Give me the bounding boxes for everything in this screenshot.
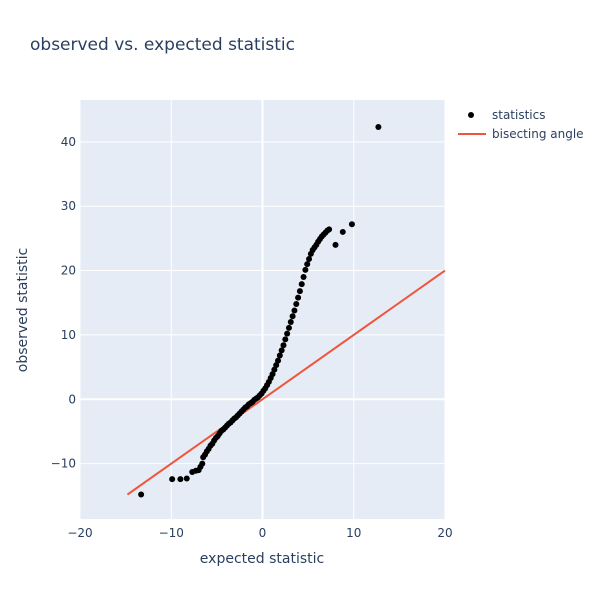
data-point <box>300 274 307 280</box>
data-point <box>304 261 311 268</box>
legend-marker-statistics <box>468 112 474 118</box>
points-layer <box>138 124 382 498</box>
data-point <box>285 324 292 331</box>
chart-title: observed vs. expected statistic <box>30 35 295 55</box>
data-point <box>326 226 333 233</box>
data-point <box>302 266 309 273</box>
x-tick-label: −10 <box>159 526 184 540</box>
data-point <box>177 476 184 483</box>
data-point <box>284 330 291 337</box>
data-point <box>293 301 300 308</box>
data-point <box>375 124 382 131</box>
y-tick-label: 20 <box>61 264 76 278</box>
y-tick-label: 0 <box>68 392 76 406</box>
data-point <box>183 475 190 482</box>
data-point <box>348 221 355 228</box>
bisecting-line-layer <box>126 269 446 496</box>
data-point <box>296 288 303 295</box>
data-point <box>282 336 289 343</box>
data-point <box>339 228 346 235</box>
y-tick-label: 40 <box>61 135 76 149</box>
y-axis-ticks: −10 0 10 20 30 40 <box>51 135 76 471</box>
data-point <box>287 319 294 326</box>
x-tick-label: 10 <box>346 526 361 540</box>
x-axis-title: expected statistic <box>200 551 324 567</box>
data-point <box>273 362 280 369</box>
data-point <box>306 255 313 262</box>
legend-item-statistics[interactable]: statistics <box>468 108 546 122</box>
x-tick-label: 0 <box>259 526 267 540</box>
bisecting-angle-line <box>126 269 446 496</box>
data-point <box>271 366 278 373</box>
x-tick-label: 20 <box>437 526 452 540</box>
y-tick-label: 10 <box>61 328 76 342</box>
y-tick-label: 30 <box>61 199 76 213</box>
legend-label-bisecting-angle: bisecting angle <box>492 127 584 141</box>
x-axis-ticks: −20 −10 0 10 20 <box>67 526 452 540</box>
y-axis-title: observed statistic <box>15 248 31 372</box>
data-point <box>269 371 276 378</box>
y-tick-label: −10 <box>51 457 76 471</box>
data-point <box>332 241 339 248</box>
data-point <box>295 294 302 301</box>
data-point <box>138 491 145 498</box>
data-point <box>275 357 282 364</box>
data-point <box>298 281 305 288</box>
data-point <box>280 342 287 349</box>
data-point <box>278 347 285 354</box>
legend[interactable]: statistics bisecting angle <box>458 108 584 141</box>
data-point <box>291 307 298 314</box>
data-point <box>276 352 283 359</box>
legend-label-statistics: statistics <box>492 108 546 122</box>
legend-item-bisecting-angle[interactable]: bisecting angle <box>458 127 584 141</box>
x-tick-label: −20 <box>67 526 92 540</box>
data-point <box>289 313 296 320</box>
data-point <box>199 460 206 467</box>
data-point <box>169 476 176 483</box>
